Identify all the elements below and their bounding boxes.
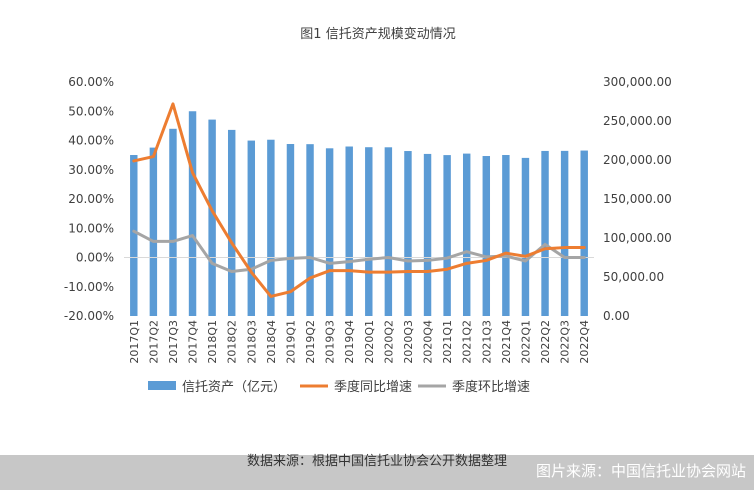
bar-2018Q2 xyxy=(227,129,236,316)
x-tick-label: 2020Q1 xyxy=(363,320,376,364)
x-tick-label: 2022Q1 xyxy=(519,320,532,364)
bar-2022Q4 xyxy=(580,150,588,316)
x-tick-label: 2018Q4 xyxy=(265,320,278,364)
bar-2022Q3 xyxy=(560,150,569,316)
bar-2020Q3 xyxy=(404,151,412,316)
right-tick-label: 50,000.00 xyxy=(603,270,664,284)
data-source-note: 数据来源：根据中国信托业协会公开数据整理 xyxy=(246,454,507,469)
x-tick-label: 2017Q1 xyxy=(128,320,141,364)
bar-2019Q3 xyxy=(325,148,334,316)
x-tick-label: 2017Q3 xyxy=(167,320,180,364)
bar-2018Q3 xyxy=(247,140,256,316)
lines-layer xyxy=(132,102,586,298)
left-tick-label: 40.00% xyxy=(68,134,114,148)
bar-2022Q1 xyxy=(521,157,530,316)
bar-2018Q1 xyxy=(208,119,216,316)
bar-2017Q1 xyxy=(130,155,138,316)
image-credit: 图片来源：中国信托业协会网站 xyxy=(535,462,746,480)
left-tick-label: 20.00% xyxy=(68,192,114,206)
bar-2021Q4 xyxy=(502,155,510,316)
left-tick-label: -20.00% xyxy=(64,309,114,323)
right-tick-label: 0.00 xyxy=(603,309,630,323)
x-tick-label: 2021Q2 xyxy=(461,320,474,364)
right-tick-label: 200,000.00 xyxy=(603,153,672,167)
left-tick-label: -10.00% xyxy=(64,280,114,294)
left-tick-label: 50.00% xyxy=(68,104,114,118)
right-tick-label: 150,000.00 xyxy=(603,192,672,206)
right-tick-label: 250,000.00 xyxy=(603,114,672,128)
footer-bar xyxy=(0,455,754,490)
series-line-2 xyxy=(132,229,586,274)
x-tick-label: 2018Q1 xyxy=(206,320,219,364)
legend-label-0: 信托资产（亿元） xyxy=(182,380,286,395)
series-line-1 xyxy=(132,102,586,298)
bar-2020Q1 xyxy=(365,147,373,316)
legend-swatch-0 xyxy=(148,381,176,390)
bar-2021Q1 xyxy=(443,155,451,316)
x-tick-label: 2019Q1 xyxy=(284,320,297,364)
x-tick-label: 2018Q2 xyxy=(226,320,239,364)
chart-title: 图1 信托资产规模变动情况 xyxy=(300,26,455,42)
x-tick-label: 2022Q2 xyxy=(539,320,552,364)
right-tick-label: 100,000.00 xyxy=(603,231,672,245)
left-tick-label: 60.00% xyxy=(68,75,114,89)
left-tick-label: 10.00% xyxy=(68,221,114,235)
x-tick-label: 2019Q2 xyxy=(304,320,317,364)
left-tick-label: 30.00% xyxy=(68,163,114,177)
bar-2017Q4 xyxy=(188,111,197,316)
bars-layer xyxy=(130,111,588,316)
bar-2018Q4 xyxy=(267,139,275,316)
x-tick-label: 2019Q3 xyxy=(324,320,337,364)
right-axis-ticks: 0.00 50,000.00 100,000.00 150,000.00 200,000… xyxy=(603,75,672,323)
bar-2021Q2 xyxy=(462,153,471,316)
bar-2021Q3 xyxy=(482,156,491,316)
x-tick-label: 2020Q3 xyxy=(402,320,415,364)
bar-2020Q2 xyxy=(384,147,393,316)
x-tick-label: 2020Q2 xyxy=(382,320,395,364)
x-tick-label: 2018Q3 xyxy=(245,320,258,364)
legend: 信托资产（亿元） 季度同比增速 季度环比增速 xyxy=(148,379,530,395)
left-axis-ticks: -20.00% -10.00% 0.00% 10.00% 20.00% 30.00% 40.… xyxy=(64,75,114,323)
x-tick-label: 2019Q4 xyxy=(343,320,356,364)
legend-label-2: 季度环比增速 xyxy=(452,379,530,395)
x-tick-label: 2022Q4 xyxy=(578,320,591,364)
left-tick-label: 0.00% xyxy=(76,251,114,265)
right-tick-label: 300,000.00 xyxy=(603,75,672,89)
x-tick-label: 2021Q3 xyxy=(480,320,493,364)
legend-label-1: 季度同比增速 xyxy=(334,379,412,395)
x-tick-label: 2021Q1 xyxy=(441,320,454,364)
x-tick-label: 2022Q3 xyxy=(559,320,572,364)
x-tick-label: 2020Q4 xyxy=(422,320,435,364)
x-tick-label: 2017Q2 xyxy=(147,320,160,364)
bar-2019Q2 xyxy=(306,144,314,316)
x-axis-ticks: 2017Q1 2017Q2 2017Q3 2017Q4 2018Q1 2018Q2 2018… xyxy=(128,320,591,364)
bar-2017Q2 xyxy=(149,147,158,316)
bar-2019Q1 xyxy=(286,144,295,316)
bar-2020Q4 xyxy=(423,153,432,316)
bar-2019Q4 xyxy=(345,146,353,316)
bar-2022Q2 xyxy=(541,150,549,316)
bar-2017Q3 xyxy=(169,128,177,316)
x-tick-label: 2017Q4 xyxy=(187,320,200,364)
x-tick-label: 2021Q4 xyxy=(500,320,513,364)
